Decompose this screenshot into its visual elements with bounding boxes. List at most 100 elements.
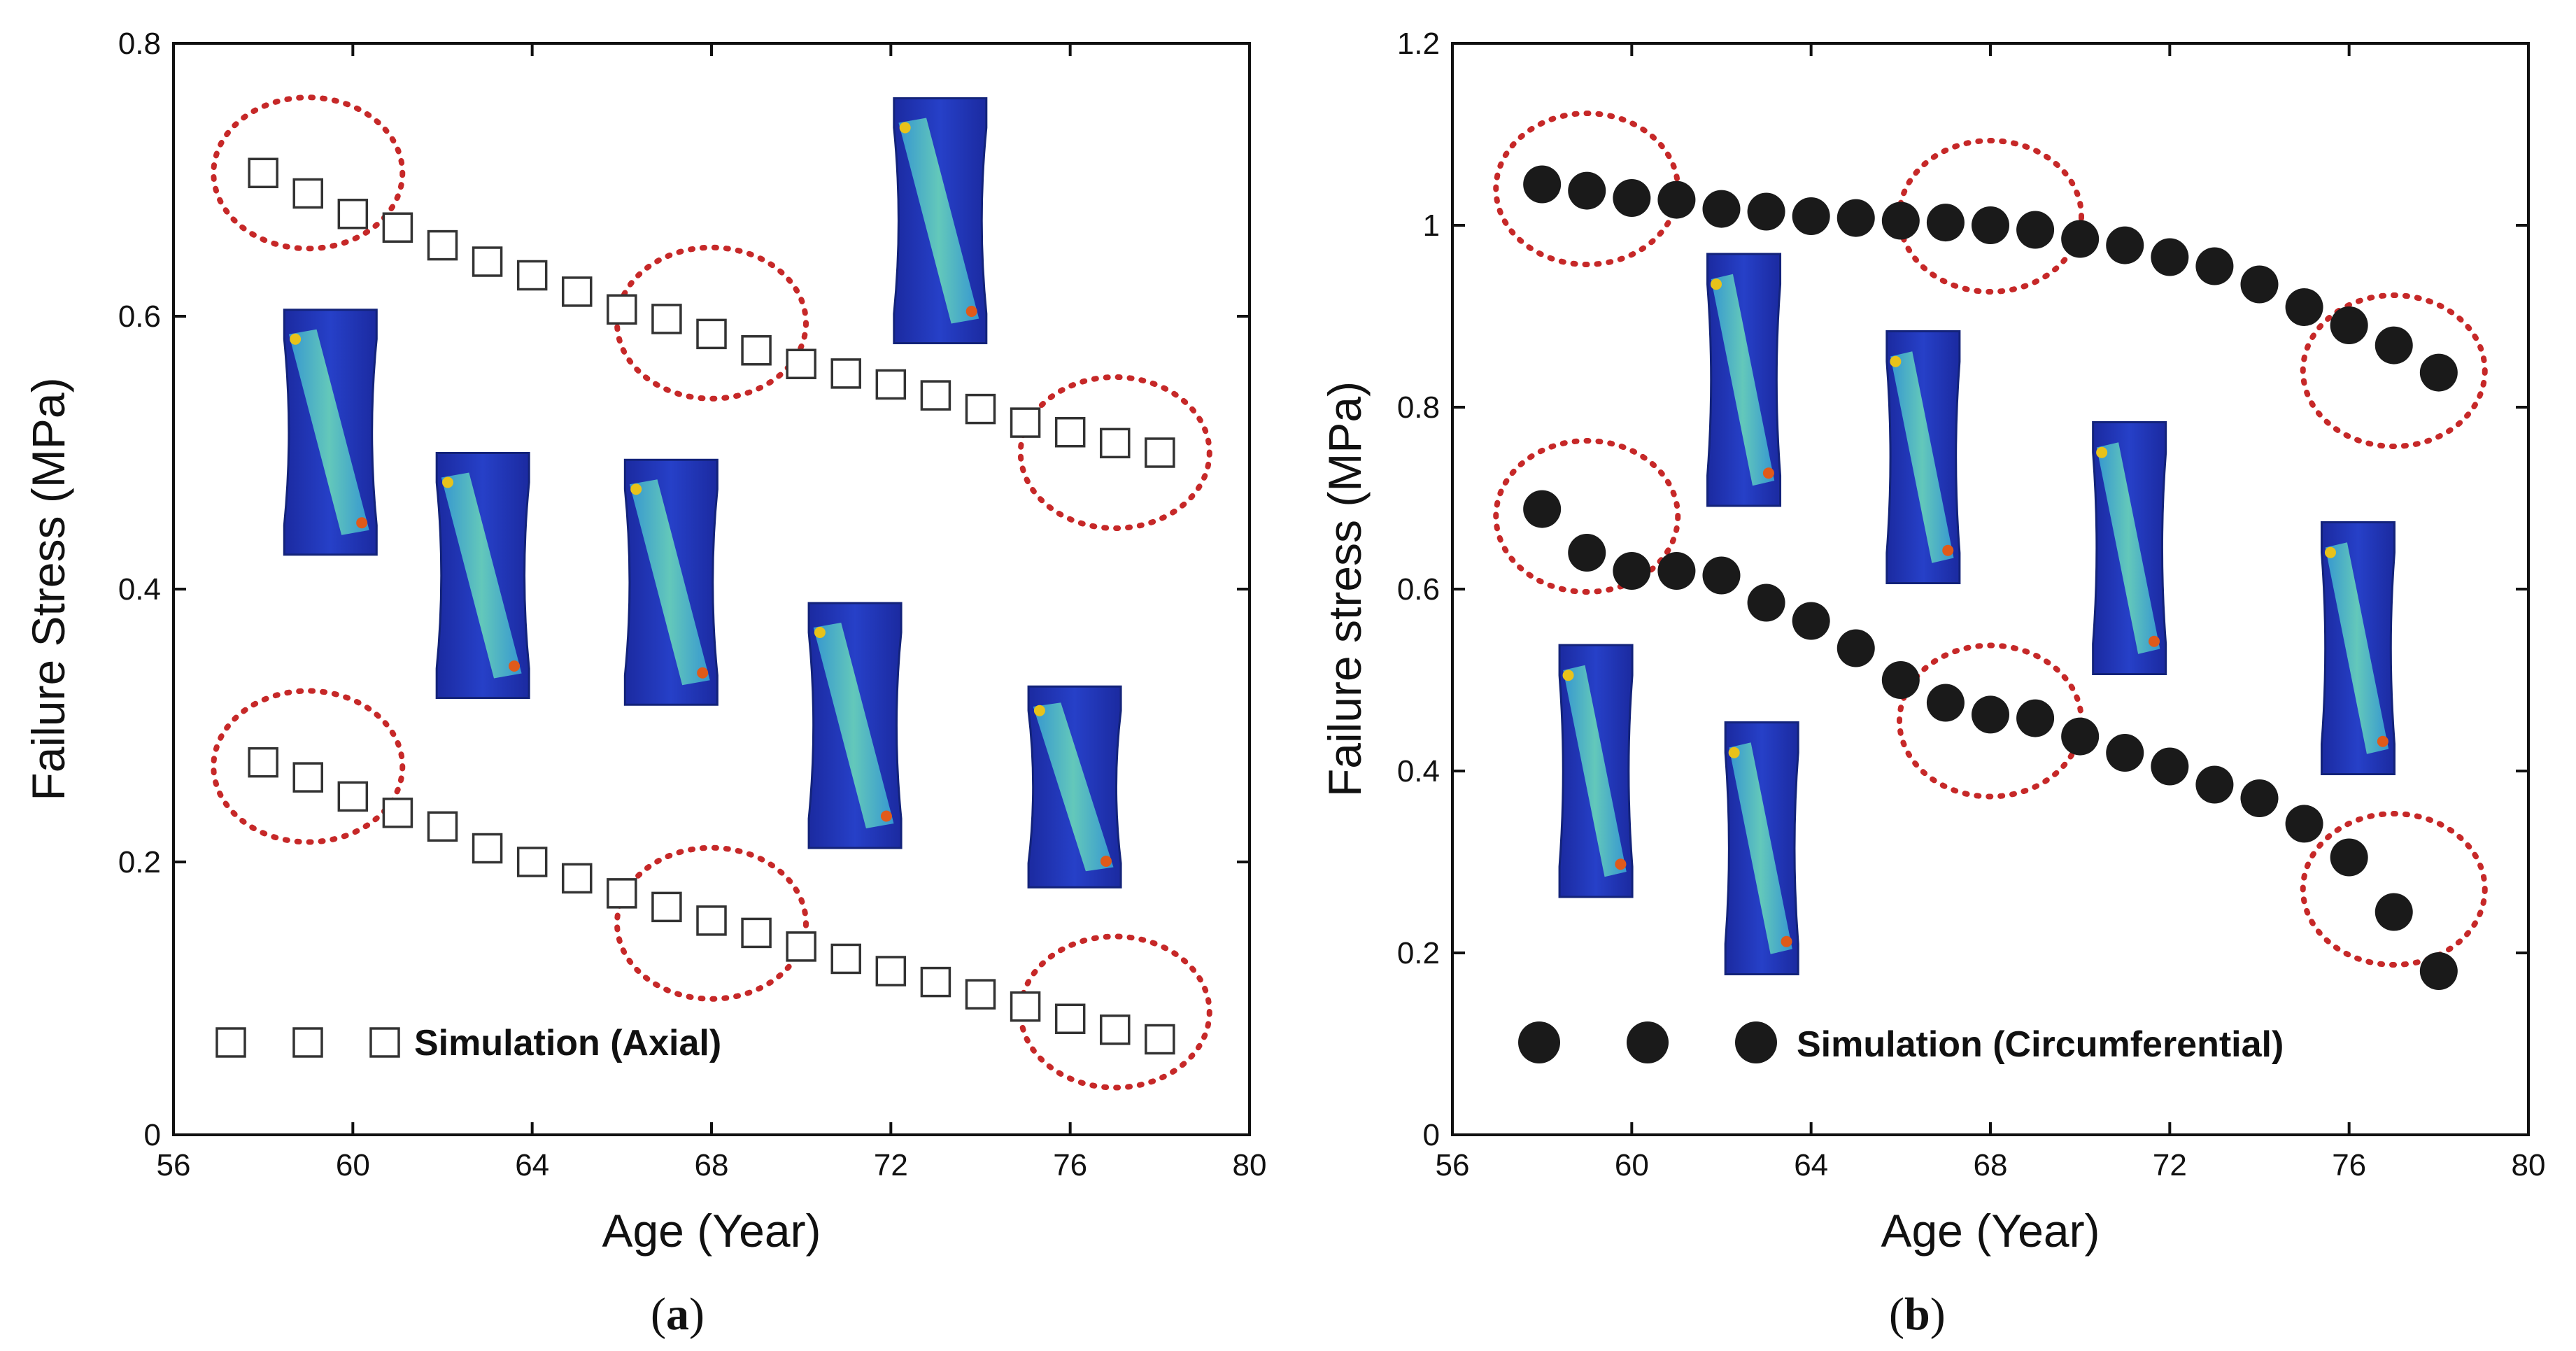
x-tick-label: 76 (2332, 1148, 2366, 1182)
x-tick-label: 80 (1233, 1148, 1267, 1182)
panel-b-data-points (1523, 165, 2458, 990)
specimen-inset-b-2 (1885, 330, 1961, 584)
data-point-upper-14 (2151, 238, 2189, 276)
data-point-lower-4 (427, 811, 458, 842)
x-tick-label: 72 (2153, 1148, 2187, 1182)
data-point-upper-4 (427, 229, 458, 261)
highlight-circle-a-2 (1017, 374, 1212, 531)
data-point-upper-12 (786, 348, 816, 379)
specimen-peak-top (442, 476, 454, 488)
data-point-lower-8 (1881, 661, 1920, 699)
specimen-inset-b-4 (1724, 721, 1799, 975)
data-point-lower-1 (292, 762, 323, 793)
specimen-peak-top (1562, 670, 1574, 681)
y-tick-label: 0.8 (118, 27, 161, 61)
specimen-inset-b-0 (1558, 644, 1634, 898)
data-point-upper-7 (562, 276, 593, 307)
data-point-lower-6 (516, 847, 548, 877)
highlight-circle-b-3 (1493, 438, 1681, 595)
specimen-peak-top (1711, 278, 1722, 290)
data-point-upper-2 (1613, 179, 1651, 217)
x-tick-label: 64 (1794, 1148, 1828, 1182)
specimen-peak-bottom (880, 810, 892, 822)
specimen-peak-bottom (1942, 544, 1954, 556)
panel-b-legend-label: Simulation (Circumferential) (1797, 1024, 2284, 1065)
data-point-lower-2 (337, 781, 369, 812)
data-point-lower-2 (1613, 552, 1651, 590)
specimen-peak-bottom (697, 667, 709, 679)
panel-b-legend-markers (1518, 1021, 1777, 1063)
specimen-peak-top (1890, 355, 1902, 367)
data-point-upper-9 (1926, 204, 1965, 242)
highlight-circle-a-3 (211, 688, 406, 845)
data-point-upper-16 (2240, 265, 2279, 304)
x-tick-label: 68 (1974, 1148, 2008, 1182)
panel-a-x-ticks: 56 60 64 68 72 76 80 (157, 43, 1267, 1182)
data-point-upper-19 (2375, 326, 2413, 365)
specimen-inset-b-3 (2092, 421, 2167, 675)
specimen-peak-bottom (509, 660, 521, 672)
y-tick-label: 0.8 (1397, 390, 1440, 425)
panel-b-specimen-insets (1558, 253, 2395, 975)
highlight-circle-a-4 (614, 844, 809, 1002)
data-point-lower-15 (2195, 765, 2234, 804)
data-point-lower-17 (1010, 991, 1041, 1022)
specimen-stress-band (898, 118, 979, 324)
data-point-lower-16 (965, 979, 996, 1010)
data-point-lower-5 (1747, 583, 1785, 622)
data-point-upper-10 (1972, 206, 2009, 244)
specimen-peak-top (290, 333, 302, 345)
data-point-upper-14 (875, 369, 907, 400)
x-tick-label: 56 (157, 1148, 191, 1182)
y-tick-label: 0.4 (118, 572, 161, 607)
panel-a-caption: (a) (651, 1289, 705, 1340)
data-point-lower-14 (875, 956, 907, 986)
data-point-upper-15 (920, 380, 951, 411)
data-point-lower-20 (2419, 952, 2458, 990)
data-point-lower-13 (2106, 734, 2144, 772)
specimen-peak-bottom (2149, 635, 2160, 647)
legend-marker-1 (1627, 1021, 1669, 1063)
data-point-upper-13 (2106, 226, 2144, 264)
specimen-inset-b-5 (2320, 521, 2395, 775)
specimen-inset-a-0 (283, 309, 378, 556)
y-tick-label: 0.2 (1397, 936, 1440, 970)
data-point-upper-11 (2016, 211, 2055, 249)
data-point-lower-4 (1702, 556, 1741, 595)
data-point-upper-7 (1837, 199, 1875, 237)
data-point-upper-16 (965, 393, 996, 425)
specimen-stress-band (1033, 702, 1114, 872)
x-tick-label: 60 (1615, 1148, 1649, 1182)
y-tick-label: 0 (1423, 1118, 1440, 1152)
y-tick-label: 0 (144, 1118, 161, 1152)
panel-a-legend: Simulation (Axial) (215, 1023, 721, 1063)
data-point-upper-20 (2419, 353, 2458, 392)
highlight-circle-a-0 (211, 94, 406, 252)
specimen-peak-bottom (1100, 855, 1112, 867)
x-tick-label: 68 (695, 1148, 729, 1182)
data-point-upper-6 (516, 260, 548, 291)
panel-b: 56 60 64 68 72 76 80 0 0.2 0.4 0.6 0.8 1 1.2 Simulat… (1319, 27, 2545, 1340)
data-point-upper-18 (2330, 306, 2368, 344)
panel-a-y-axis-title: Failure Stress (MPa) (22, 377, 74, 800)
specimen-peak-top (1728, 747, 1740, 758)
data-point-lower-19 (1100, 1014, 1131, 1045)
specimen-stress-band (813, 623, 894, 828)
data-point-upper-6 (1792, 197, 1830, 235)
y-tick-label: 0.6 (1397, 572, 1440, 607)
data-point-lower-10 (696, 905, 727, 936)
data-point-lower-5 (472, 833, 503, 864)
data-point-lower-19 (2375, 893, 2413, 931)
data-point-lower-17 (2285, 805, 2323, 843)
data-point-lower-8 (607, 878, 637, 909)
specimen-stress-band (2325, 542, 2389, 754)
data-point-upper-8 (607, 294, 637, 325)
specimen-peak-bottom (1762, 467, 1774, 479)
specimen-peak-top (814, 627, 826, 638)
data-point-upper-12 (2061, 220, 2100, 258)
data-point-upper-11 (741, 335, 772, 366)
panel-b-y-axis-title: Failure stress (MPa) (1319, 381, 1371, 797)
x-tick-label: 72 (874, 1148, 908, 1182)
data-point-lower-0 (248, 747, 278, 778)
